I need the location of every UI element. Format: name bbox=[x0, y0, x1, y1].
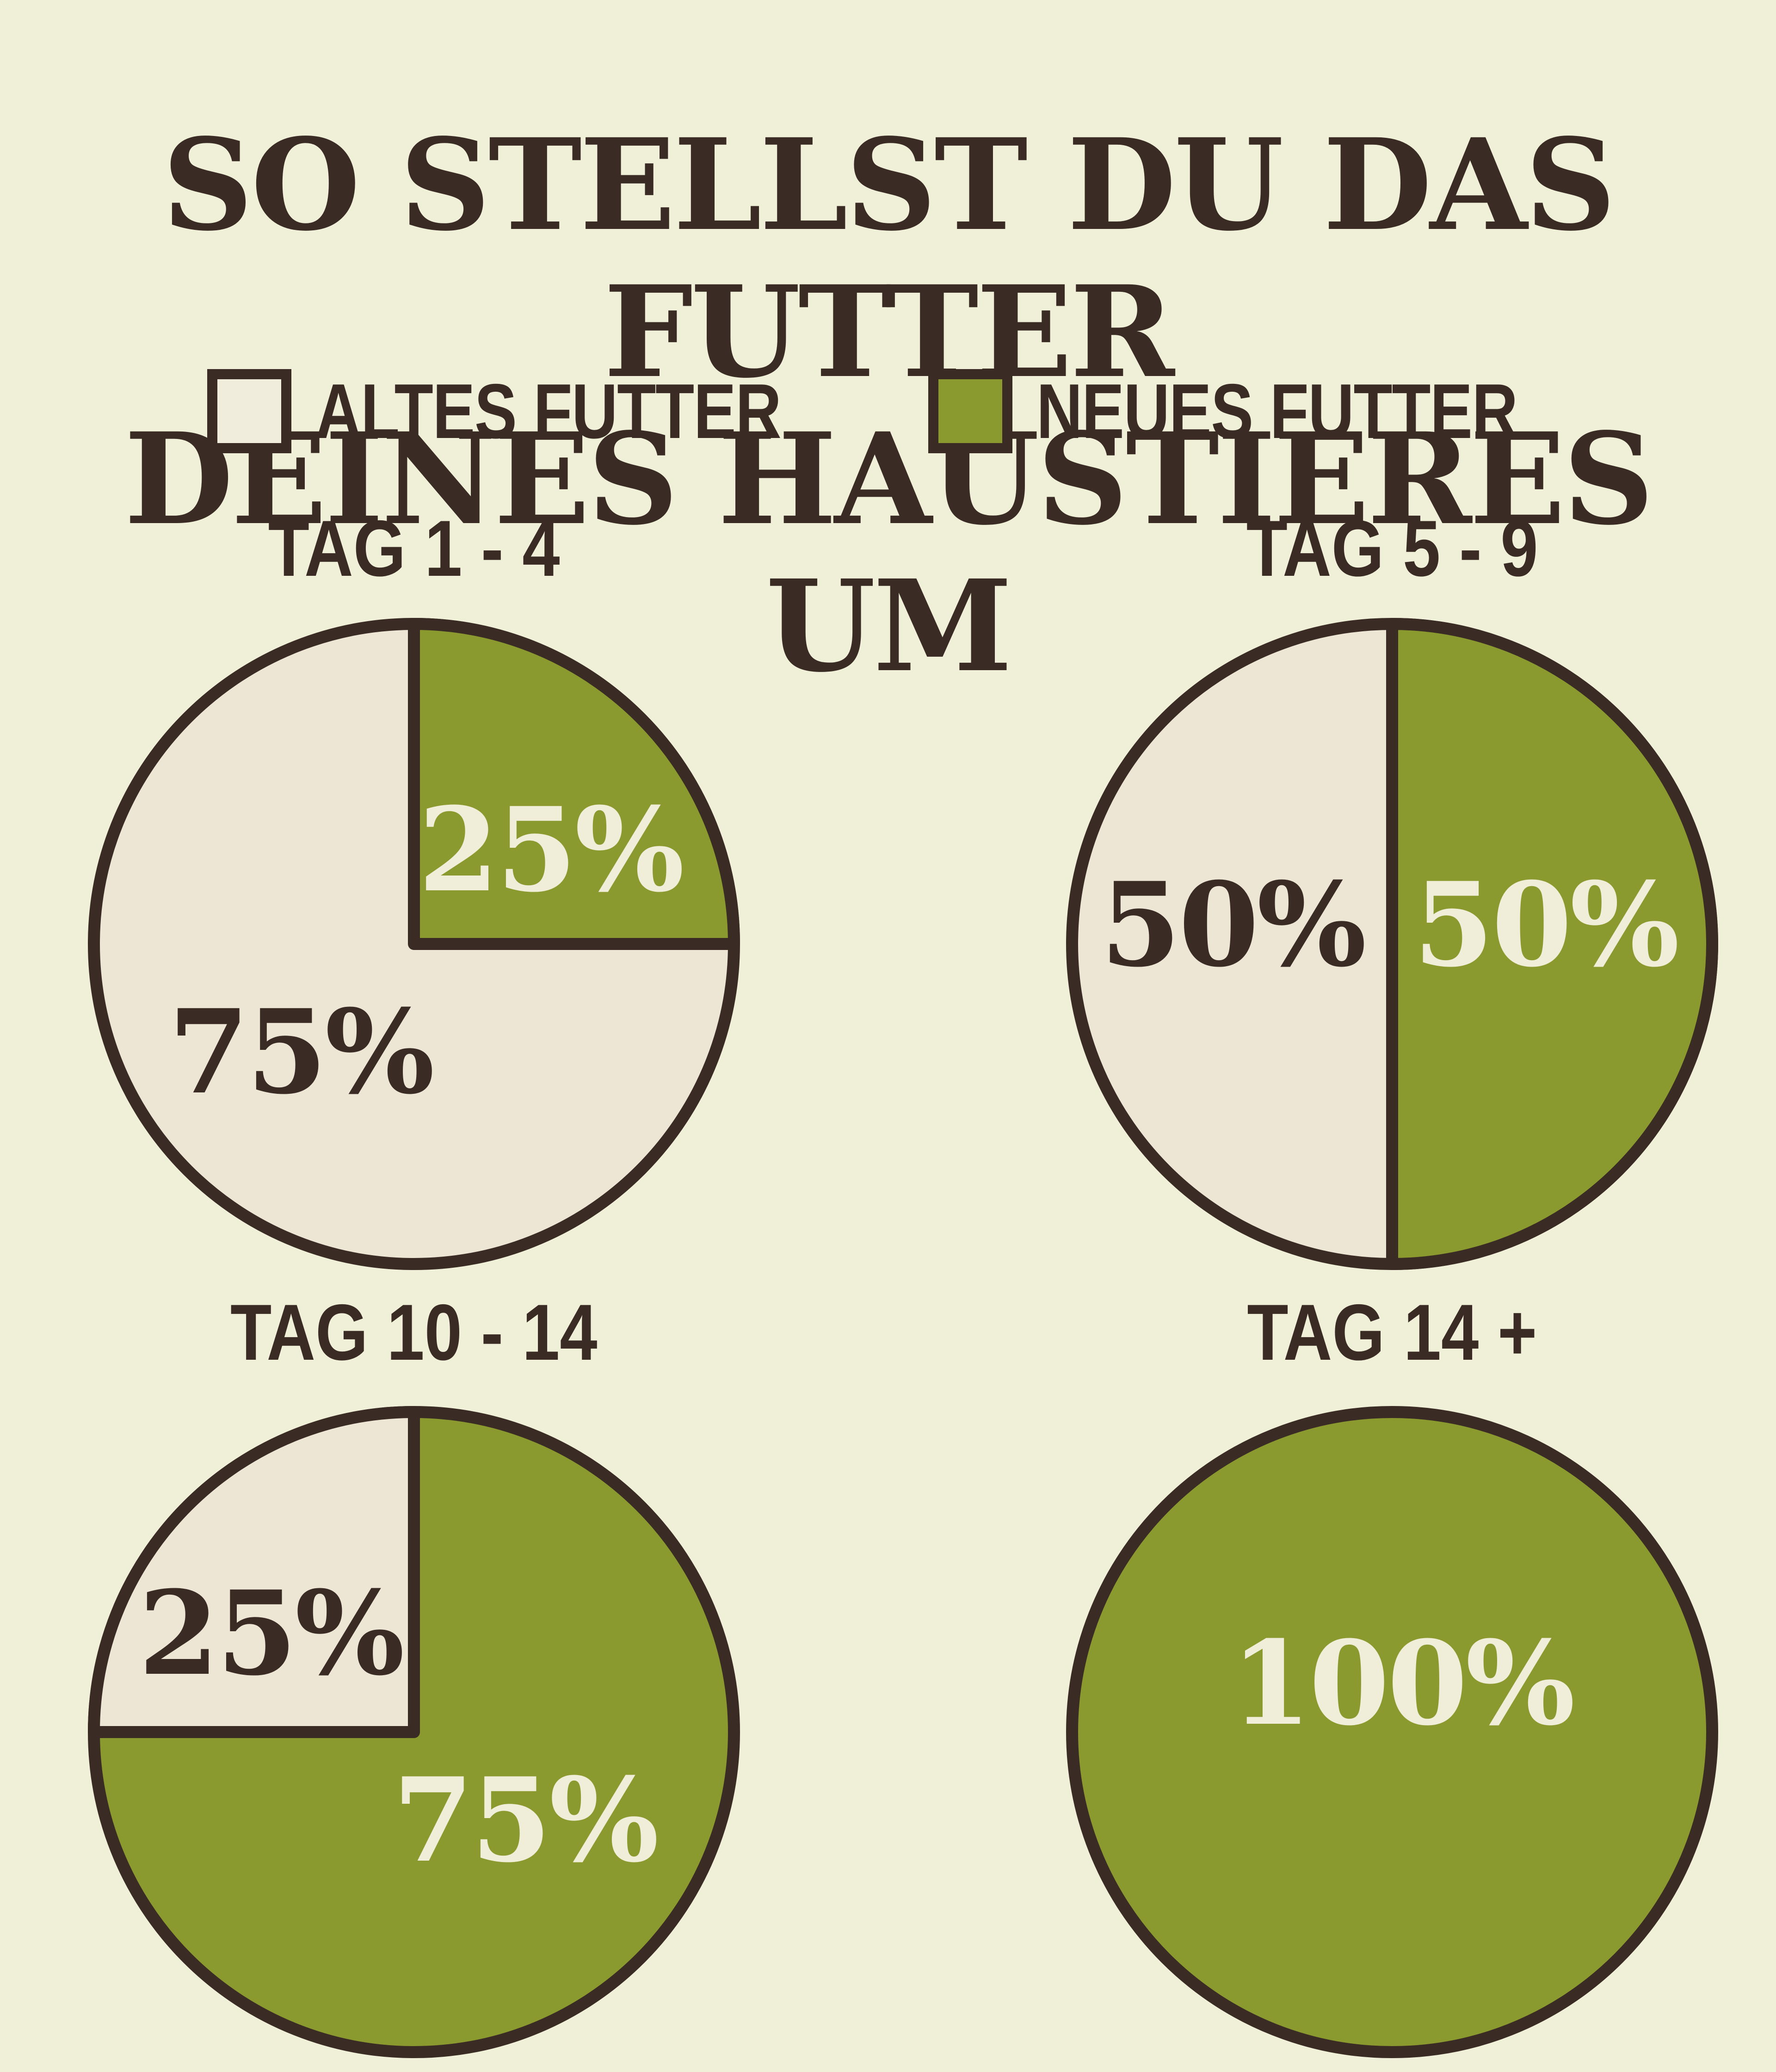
old-food-percent-label: 25% bbox=[138, 1565, 405, 1701]
page-title-line-1: SO STELLST DU DAS FUTTER bbox=[162, 111, 1616, 407]
page-title: SO STELLST DU DAS FUTTER DEINES HAUSTIER… bbox=[0, 112, 1776, 700]
new-food-legend-label: NEUES FUTTER bbox=[1036, 367, 1518, 455]
chart-title-tag-10-14: TAG 10 - 14 bbox=[230, 1288, 598, 1377]
old-food-slice bbox=[88, 1406, 420, 1738]
new-food-slice bbox=[1066, 1406, 1718, 2058]
chart-title-tag-14-plus: TAG 14 + bbox=[1247, 1288, 1537, 1377]
page-title-line-2: DEINES HAUSTIERES UM bbox=[124, 406, 1654, 701]
legend-item-old-food: ALTES FUTTER bbox=[207, 367, 883, 455]
new-food-percent-label: 50% bbox=[1413, 856, 1679, 993]
new-food-slice bbox=[1386, 618, 1718, 1270]
new-food-percent-label: 25% bbox=[418, 781, 684, 918]
old-food-percent-label: 75% bbox=[168, 983, 434, 1120]
legend: ALTES FUTTER NEUES FUTTER bbox=[0, 367, 1776, 455]
pie-svg-tag-14-plus bbox=[1066, 1406, 1718, 2058]
new-food-swatch bbox=[928, 369, 1012, 453]
pie-chart-tag-14-plus: 100% bbox=[1066, 1406, 1718, 2058]
pie-svg-tag-10-14 bbox=[88, 1406, 740, 2058]
new-food-percent-label: 75% bbox=[393, 1752, 659, 1888]
pie-chart-tag-5-9: 50% 50% bbox=[1066, 618, 1718, 1270]
pie-svg-tag-5-9 bbox=[1066, 618, 1718, 1270]
old-food-legend-label: ALTES FUTTER bbox=[315, 367, 782, 455]
new-food-slice bbox=[408, 618, 740, 950]
pie-chart-tag-10-14: 25% 75% bbox=[88, 1406, 740, 2058]
pie-chart-tag-1-4: 25% 75% bbox=[88, 618, 740, 1270]
old-food-percent-label: 50% bbox=[1100, 856, 1366, 993]
chart-title-tag-5-9: TAG 5 - 9 bbox=[1246, 504, 1538, 593]
old-food-swatch bbox=[207, 369, 291, 453]
chart-title-tag-1-4: TAG 1 - 4 bbox=[268, 504, 560, 593]
new-food-percent-label: 100% bbox=[1231, 1615, 1575, 1751]
pie-svg-tag-1-4 bbox=[88, 618, 740, 1270]
legend-item-new-food: NEUES FUTTER bbox=[928, 367, 1623, 455]
